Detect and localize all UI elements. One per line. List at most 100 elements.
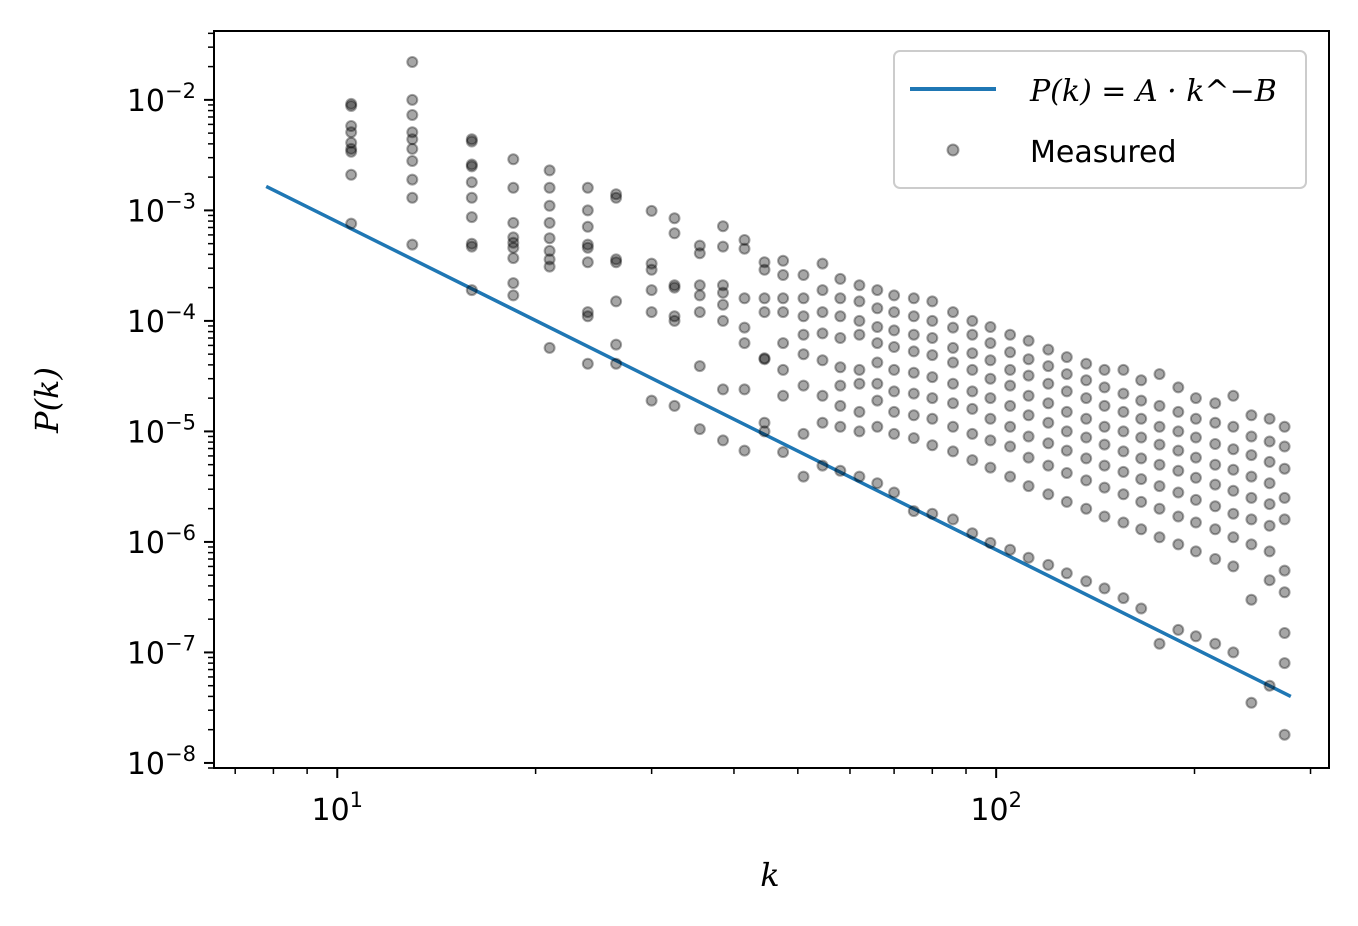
data-point [816, 354, 829, 367]
data-point [507, 153, 520, 166]
data-point [1135, 431, 1148, 444]
data-point [717, 240, 729, 253]
data-point [693, 247, 706, 260]
data-point [853, 314, 866, 327]
data-point [693, 360, 706, 373]
data-point [406, 142, 419, 155]
data-point [345, 120, 358, 132]
data-point [1060, 385, 1073, 398]
data-point [834, 292, 847, 305]
data-point [1042, 416, 1055, 429]
data-point [834, 399, 847, 412]
data-point [738, 337, 751, 350]
data-point [888, 306, 901, 319]
data-point [888, 341, 901, 353]
data-point [1245, 470, 1258, 483]
y-tick-label: 10−5 [127, 410, 196, 450]
data-point [645, 394, 658, 407]
data-point [947, 377, 959, 390]
data-point [1209, 523, 1222, 536]
data-point [1227, 560, 1240, 573]
data-point [543, 260, 556, 273]
data-point [465, 133, 478, 146]
data-point [717, 383, 729, 396]
data-point [834, 379, 847, 392]
data-point [543, 216, 556, 229]
data-point [1189, 630, 1202, 643]
data-point [1172, 623, 1185, 636]
data-point [888, 385, 901, 398]
data-point [406, 109, 419, 121]
data-point [853, 405, 866, 418]
data-point [1263, 435, 1276, 448]
data-point [345, 145, 358, 158]
data-point [1263, 519, 1276, 532]
data-point [1060, 495, 1073, 508]
data-point [966, 427, 979, 440]
data-point [853, 328, 866, 341]
data-point [507, 252, 520, 265]
data-point [1245, 593, 1258, 606]
data-point [926, 314, 939, 327]
data-point [1060, 425, 1073, 438]
data-point [758, 306, 771, 319]
data-point [966, 402, 979, 415]
data-point [926, 295, 939, 308]
data-point [1263, 574, 1276, 587]
data-point [1227, 463, 1240, 476]
data-point [1227, 389, 1240, 402]
data-point [758, 263, 771, 276]
data-point [1060, 567, 1073, 580]
data-point [1153, 480, 1166, 493]
data-point [1042, 459, 1055, 472]
data-point [1098, 510, 1111, 523]
data-point [1060, 368, 1073, 381]
data-point [1227, 507, 1240, 520]
data-point [1135, 523, 1148, 536]
data-point [907, 387, 920, 400]
data-point [888, 427, 901, 440]
data-point [543, 181, 556, 194]
data-point [1117, 405, 1130, 418]
data-point [507, 241, 520, 254]
data-point [1278, 657, 1291, 670]
data-point [816, 459, 829, 472]
data-point [1172, 464, 1185, 477]
data-point [1153, 502, 1166, 515]
data-point [1042, 437, 1055, 450]
data-point [645, 257, 658, 270]
x-tick-label: 102 [970, 788, 1022, 828]
data-point [1060, 351, 1073, 364]
data-point [465, 191, 478, 204]
data-point [947, 420, 959, 433]
data-point [668, 310, 681, 323]
data-point [1117, 488, 1130, 501]
data-point [834, 361, 847, 374]
data-point [738, 444, 751, 457]
data-point [1172, 510, 1185, 523]
data-point [777, 306, 790, 319]
data-point [947, 321, 959, 334]
data-point [1245, 409, 1258, 422]
data-point [1042, 360, 1055, 373]
data-point [797, 292, 810, 305]
data-point [1022, 389, 1035, 402]
data-point [947, 397, 959, 410]
data-point [1022, 353, 1035, 366]
data-point [1278, 513, 1291, 526]
axis-layer: 101 102 10−2 10−3 10−4 10−5 10−6 10−7 10−8 [127, 32, 1312, 828]
data-point [406, 56, 419, 68]
data-point [543, 232, 556, 245]
data-point [984, 412, 997, 425]
data-point [507, 289, 520, 302]
data-point [345, 142, 358, 155]
data-point [1042, 397, 1055, 410]
data-point [1135, 452, 1148, 465]
data-point [1263, 477, 1276, 490]
data-point [1172, 486, 1185, 499]
data-point [907, 366, 920, 379]
data-point [465, 160, 478, 173]
data-point [1153, 368, 1166, 381]
data-point [853, 363, 866, 376]
data-point [1172, 444, 1185, 457]
